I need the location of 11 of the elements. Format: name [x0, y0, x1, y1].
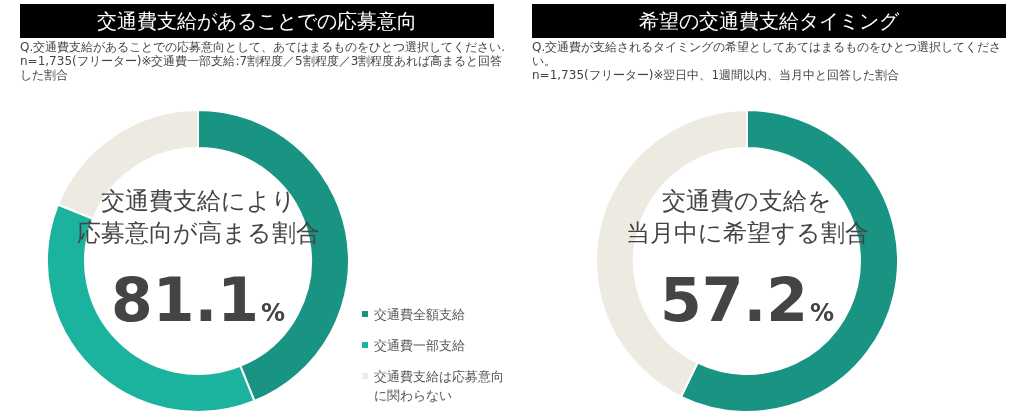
chart-subtitle: Q.交通費支給があることでの応募意向として、あてはまるものをひとつ選択してください. n=1,735(フリーター)※交通費一部支給:7割程度／5割程度／3割程度あれば高まると回答した割合 — [20, 40, 507, 82]
text: 交通費の支給を — [661, 186, 833, 216]
legend-label: 交通費全額支給 — [373, 306, 466, 324]
chart-title: 交通費支給があることでの応募意向 — [20, 4, 494, 38]
chart-subtitle: Q.交通費が支給されるタイミングの希望としてあてはまるものをひとつ選択してください。 n=1,735(フリーター)※翌日中、1週間以内、当月中と回答した割合 — [532, 40, 1003, 82]
text: 81.1% — [110, 265, 286, 335]
text: 交通費支給により — [99, 186, 297, 216]
legend-label: 交通費支給は応募意向に関わらない — [373, 368, 505, 405]
chart-title: 希望の交通費支給タイミング — [532, 4, 1006, 38]
legend-label: 交通費一部支給 — [373, 337, 466, 355]
text: 57.2% — [659, 265, 835, 335]
